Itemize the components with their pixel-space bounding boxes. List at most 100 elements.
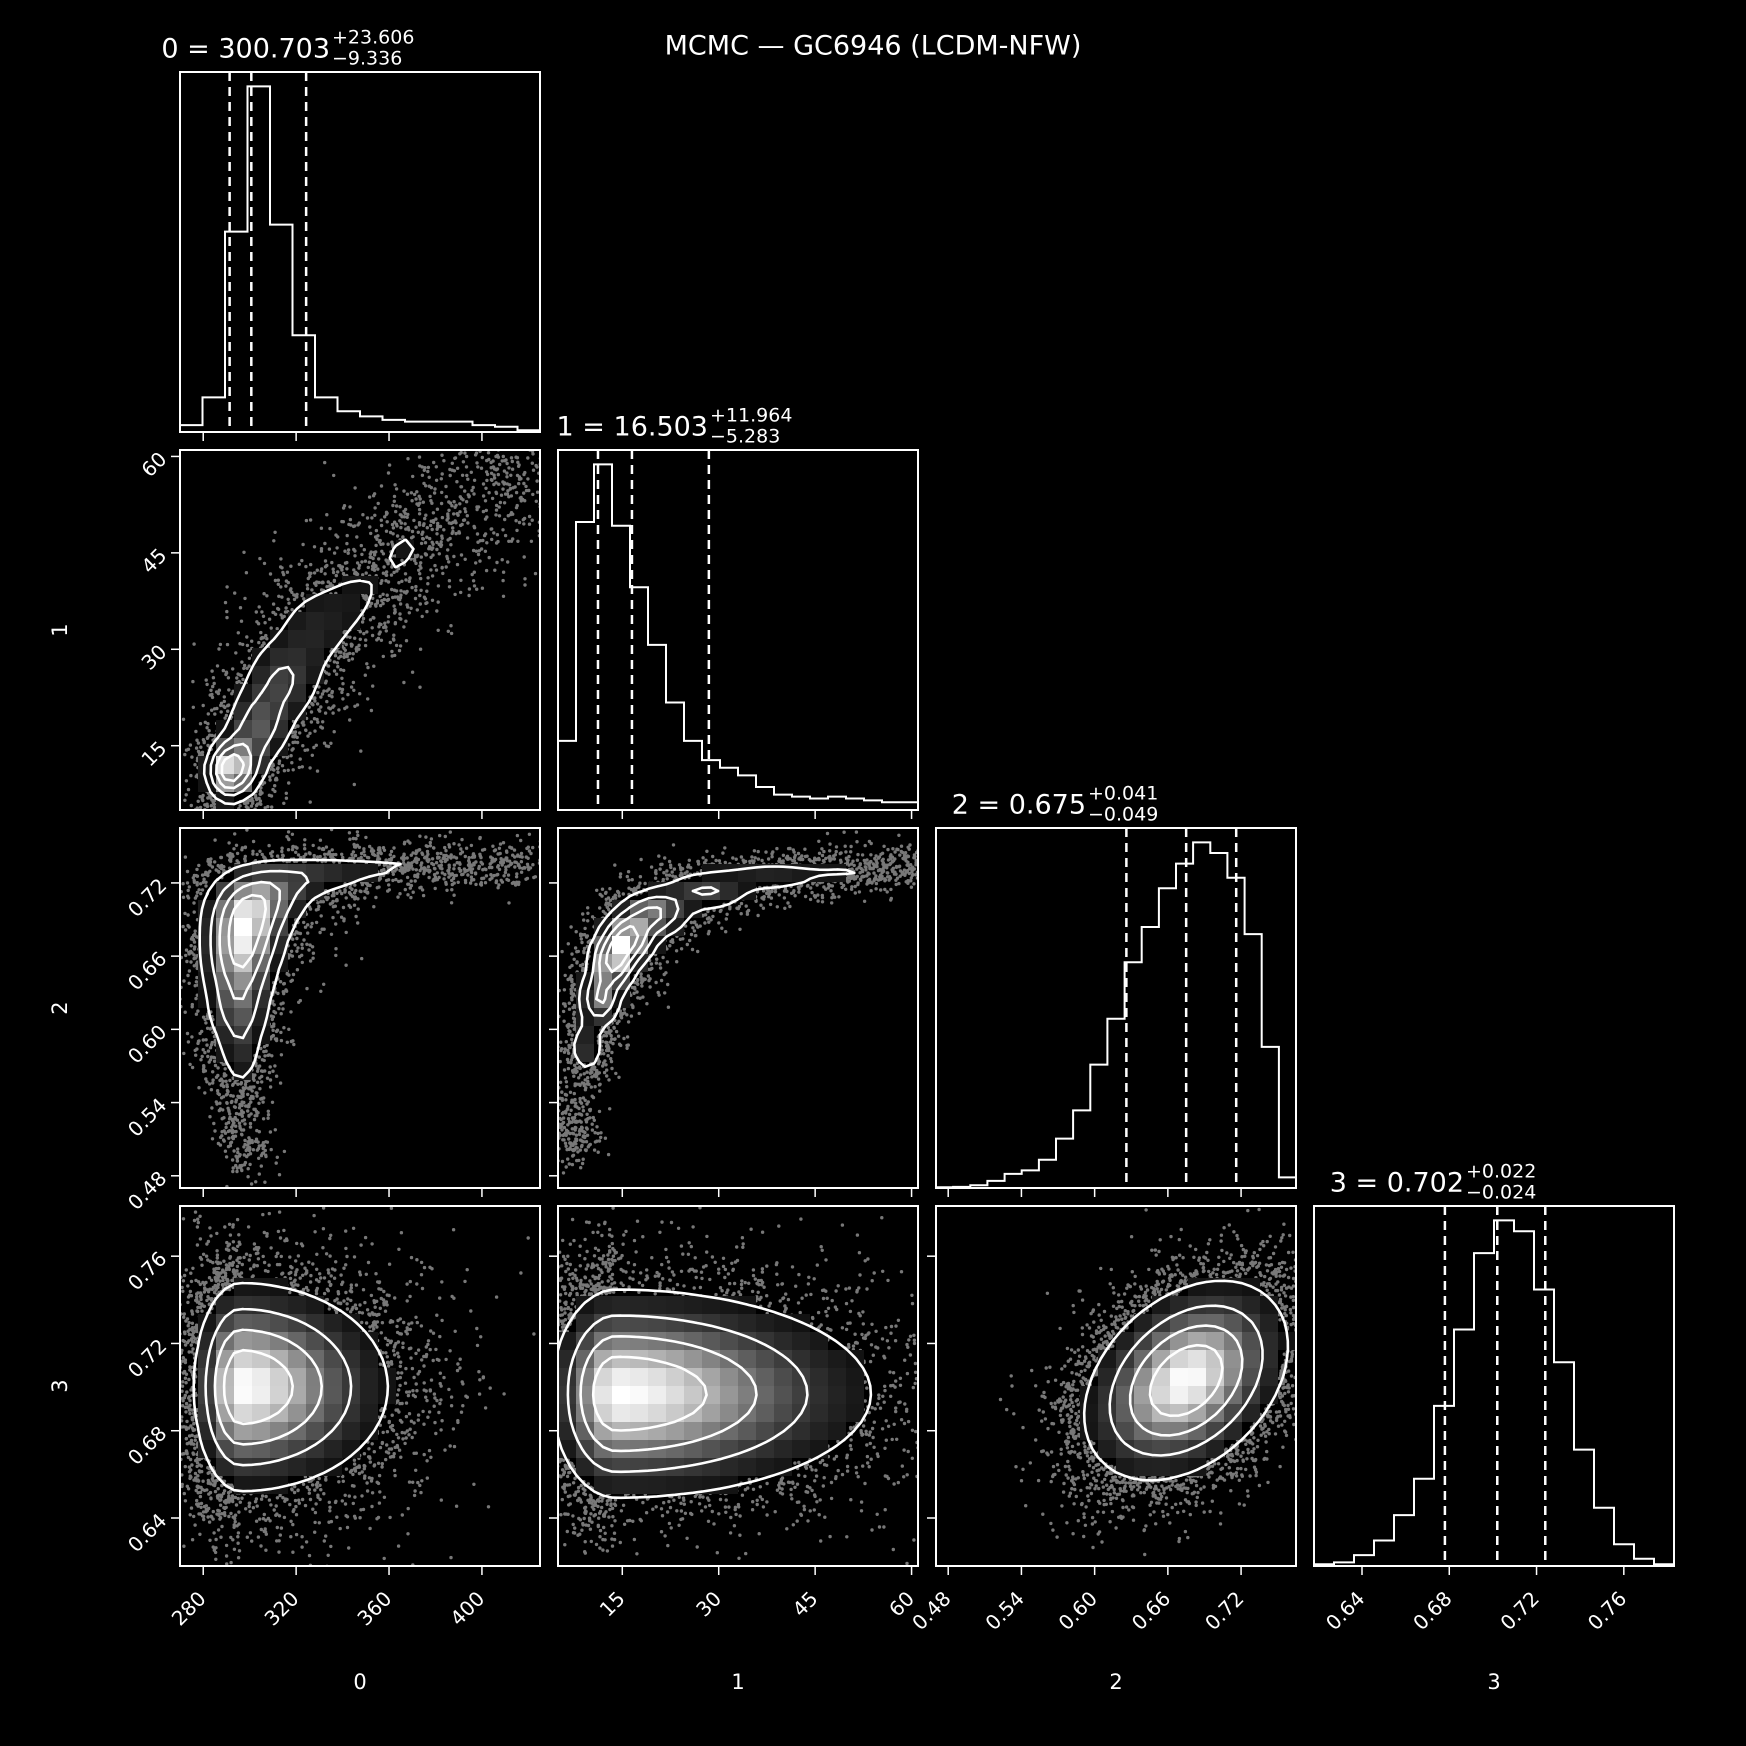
density-cell [216,756,234,774]
param-title-minus: −9.336 [332,48,402,70]
density-cell [1170,1332,1188,1350]
density-cell [360,1404,378,1422]
density-cell [216,1314,234,1332]
density-cell [288,666,306,684]
density-cell [1206,1440,1224,1458]
panel-frame [935,827,1297,1189]
density-cell [270,720,288,738]
density-cell [702,1314,720,1332]
panel-1-2 [549,827,919,1197]
panel-frame [179,71,541,433]
density-cell [720,1386,738,1404]
density-cell [612,1314,630,1332]
density-cell [342,1314,360,1332]
density-cell [774,1440,792,1458]
density-cell [828,1422,846,1440]
density-cell [702,1422,720,1440]
density-cell [1206,1350,1224,1368]
density-cell [756,1332,774,1350]
x-axis-label-0: 0 [353,1670,366,1694]
density-cell [1260,1368,1278,1386]
density-cell [594,918,612,936]
density-cell [234,1332,252,1350]
density-cell [810,864,828,882]
density-cell [252,1368,270,1386]
contour-line [591,1355,708,1432]
panel-frame [557,1205,919,1567]
density-cell [288,612,306,630]
density-cell [810,1386,828,1404]
panel-content [998,1206,1296,1557]
density-cell [270,1350,288,1368]
density-cell [234,1458,252,1476]
density-cell [612,1404,630,1422]
scatter-points [181,450,540,810]
density-cell [594,1386,612,1404]
density-cell [324,1332,342,1350]
density-cell [306,1332,324,1350]
density-cell [288,630,306,648]
density-cell [756,1386,774,1404]
density-cell [234,1404,252,1422]
density-cell [1134,1458,1152,1476]
density-cell [1080,1422,1098,1440]
density-cell [1116,1368,1134,1386]
density-cell [1188,1404,1206,1422]
density-cell [1188,1386,1206,1404]
density-cell [684,1296,702,1314]
param-title-plus: +0.022 [1466,1161,1536,1183]
hist-panel-0: 0 = 300.703 +23.606−9.336 [161,27,541,441]
density-cell [252,1458,270,1476]
density-cell [1134,1350,1152,1368]
density-cell [666,1476,684,1494]
density-cell [774,1386,792,1404]
density-cell [324,1404,342,1422]
density-cell [594,1314,612,1332]
density-cell [1170,1386,1188,1404]
density-cell [1134,1386,1152,1404]
density-cell [234,954,252,972]
density-cell [270,1440,288,1458]
density-cell [1134,1332,1152,1350]
contour-line [198,858,402,1079]
density-cell [360,1350,378,1368]
param-title-1: 1 = 16.503 [557,412,708,443]
y-axis-label-1: 1 [48,623,72,636]
density-cell [324,1314,342,1332]
density-cell [792,1440,810,1458]
panel-frame [179,449,541,811]
density-cell [342,576,360,594]
density-cell [1170,1458,1188,1476]
figure-title: MCMC — GC6946 (LCDM-NFW) [665,31,1082,62]
density-cell [630,1332,648,1350]
density-cell [810,1368,828,1386]
density-cell [288,702,306,720]
density-cell [792,1332,810,1350]
density-cell [612,1296,630,1314]
density-cell [756,1458,774,1476]
density-cell [216,1296,234,1314]
contour-line [604,925,640,974]
density-cell [576,1404,594,1422]
density-cell [810,1404,828,1422]
density-cell [612,1332,630,1350]
density-cell [1152,1386,1170,1404]
density-cell [684,900,702,918]
panel-content [558,828,918,1175]
density-cell [702,1296,720,1314]
density-cell [1224,1314,1242,1332]
contour-line [222,1348,294,1426]
density-cell [270,666,288,684]
x-axis-label-2: 2 [1109,1670,1122,1694]
density-cell [612,900,630,918]
density-cell [630,1458,648,1476]
density-cell [666,1422,684,1440]
density-cell [306,1422,324,1440]
density-cell [576,1044,594,1062]
density-cell [216,1458,234,1476]
density-cell [1080,1404,1098,1422]
density-cell [756,1314,774,1332]
density-cell [828,1386,846,1404]
density-cell [666,882,684,900]
density-cell [684,1422,702,1440]
